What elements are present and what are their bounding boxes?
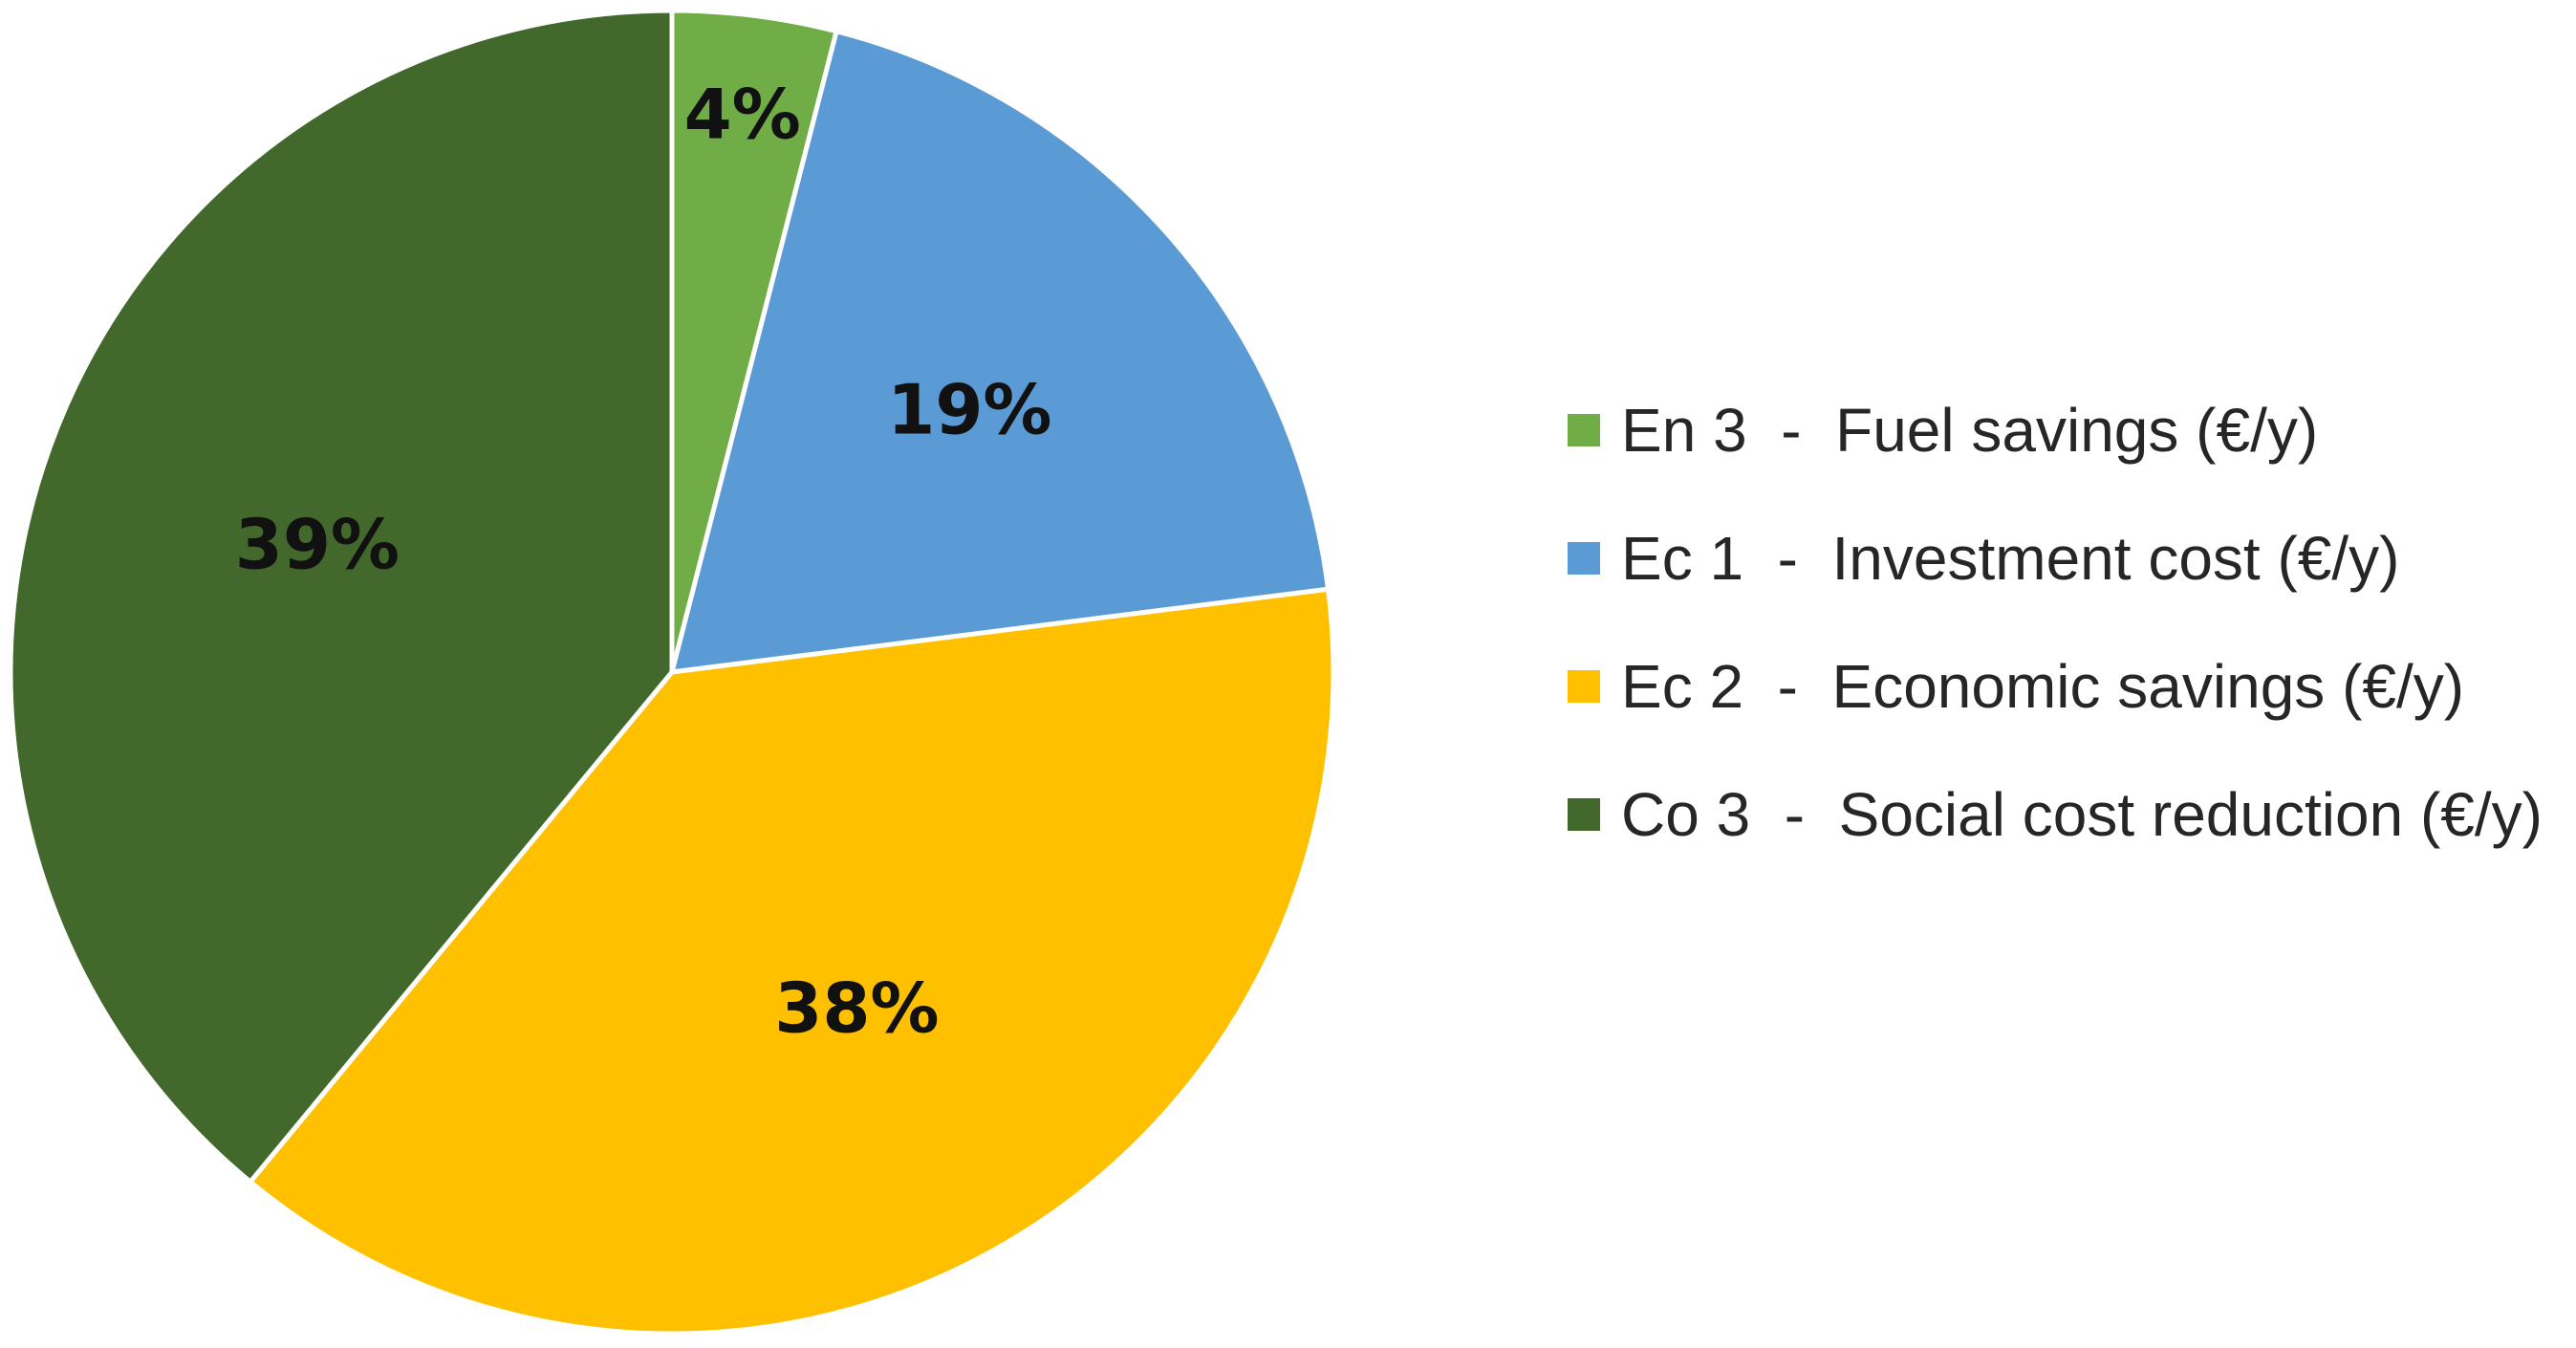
legend-swatch-4 xyxy=(1568,798,1600,831)
pie-slice-2 xyxy=(669,29,1331,675)
legend-label-2: Ec 1 - Investment cost (€/y) xyxy=(1621,524,2399,593)
pie-slice-4 xyxy=(8,8,675,1185)
data-label-4: 39% xyxy=(235,504,400,584)
legend-swatch-1 xyxy=(1568,414,1600,446)
legend-label-3: Ec 2 - Economic savings (€/y) xyxy=(1621,652,2464,721)
data-label-1: 4% xyxy=(684,74,801,154)
legend-swatch-3 xyxy=(1568,670,1600,703)
legend-label-4: Co 3 - Social cost reduction (€/y) xyxy=(1621,780,2543,849)
legend: En 3 - Fuel savings (€/y) Ec 1 - Investme… xyxy=(1568,396,2543,849)
pie-slice-3 xyxy=(248,586,1336,1337)
data-label-3: 38% xyxy=(774,968,939,1049)
legend-label-1: En 3 - Fuel savings (€/y) xyxy=(1621,396,2318,465)
pie-slices xyxy=(8,8,1336,1337)
legend-swatch-2 xyxy=(1568,542,1600,575)
data-label-2: 19% xyxy=(887,369,1051,449)
pie-data-labels: 4% 19% 38% 39% xyxy=(235,74,1052,1048)
